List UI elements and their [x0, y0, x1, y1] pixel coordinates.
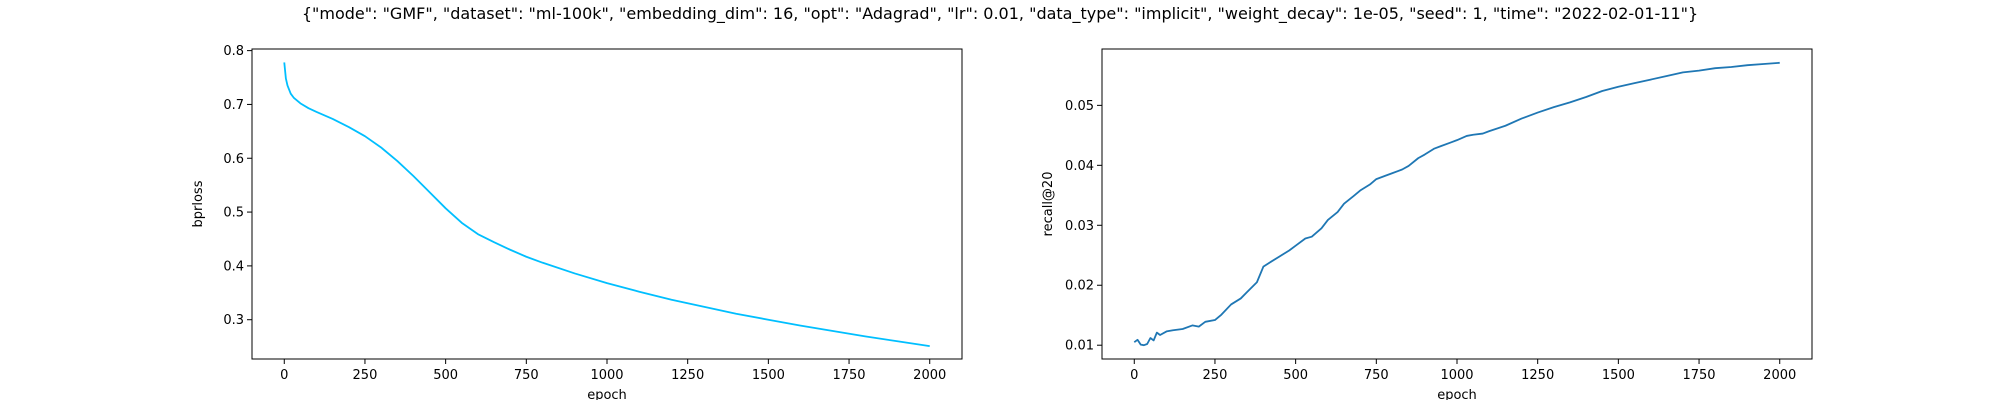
chart-2-x-tick-label: 500	[1283, 368, 1308, 383]
figure-title: {"mode": "GMF", "dataset": "ml-100k", "e…	[301, 4, 1699, 23]
chart-1-x-tick-label: 0	[280, 368, 288, 383]
chart-2-y-tick-label: 0.05	[1065, 99, 1094, 114]
chart-1-y-tick-label: 0.7	[223, 98, 244, 113]
chart-2-x-tick-label: 1500	[1602, 368, 1635, 383]
chart-1-y-tick-label: 0.6	[223, 152, 244, 167]
chart-1-x-tick-label: 500	[433, 368, 458, 383]
chart-1-axes-frame	[251, 48, 963, 360]
chart-1-x-tick-label: 2000	[913, 368, 946, 383]
chart-1-y-tick-label: 0.5	[223, 206, 244, 221]
chart-2-x-axis-label: epoch	[1437, 388, 1477, 400]
chart-2-x-tick-label: 2000	[1763, 368, 1796, 383]
chart-2-x-tick-label: 750	[1364, 368, 1389, 383]
chart-2-axes-frame	[1101, 48, 1813, 360]
chart-2-x-tick-label: 1000	[1440, 368, 1473, 383]
chart-1-y-axis-label: bprloss	[191, 180, 206, 227]
chart-1-y-tick-label: 0.8	[223, 44, 244, 59]
chart-2-y-tick-label: 0.04	[1065, 159, 1094, 174]
chart-2-series-line-1	[1133, 61, 1780, 347]
chart-1-x-axis-label: epoch	[587, 388, 627, 400]
chart-1-x-tick-label: 1750	[832, 368, 865, 383]
chart-1-x-tick-label: 750	[514, 368, 539, 383]
chart-1-x-tick-label: 1500	[752, 368, 785, 383]
chart-1-y-tick-label: 0.3	[223, 313, 244, 328]
chart-1-x-tick-label: 1250	[671, 368, 704, 383]
chart-2-y-tick-label: 0.02	[1065, 279, 1094, 294]
chart-2-y-tick-label: 0.01	[1065, 339, 1094, 354]
chart-2-x-tick-label: 1750	[1682, 368, 1715, 383]
chart-2-x-tick-label: 0	[1130, 368, 1138, 383]
chart-1-x-tick-label: 250	[353, 368, 378, 383]
chart-2-y-axis-label: recall@20	[1041, 172, 1056, 237]
chart-2-x-tick-label: 1250	[1521, 368, 1554, 383]
chart-1-series-line-1	[283, 62, 930, 347]
chart-2-x-tick-label: 250	[1203, 368, 1228, 383]
chart-1-y-tick-label: 0.4	[223, 259, 244, 274]
chart-2-y-tick-label: 0.03	[1065, 219, 1094, 234]
chart-1-x-tick-label: 1000	[590, 368, 623, 383]
